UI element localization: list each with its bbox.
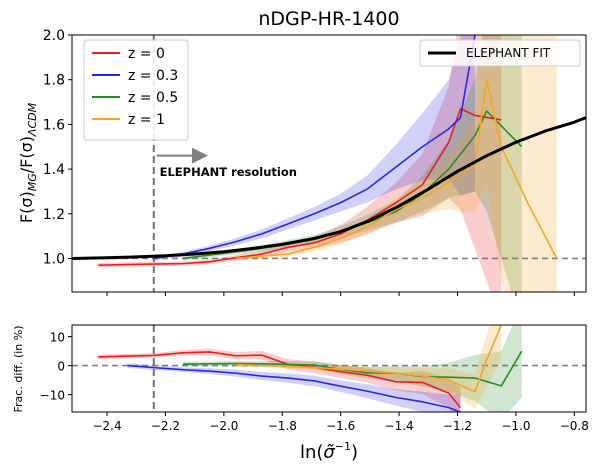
top-ytick-label-4: 1.8 <box>43 73 65 89</box>
legend-label-2: z = 0.5 <box>128 90 178 106</box>
top-y-axis-label: F(σ)MG/F(σ)ΛCDM <box>17 102 39 223</box>
top-series-line-4 <box>72 116 586 260</box>
bottom-band-0 <box>98 348 461 412</box>
top-series-line-3 <box>235 78 558 260</box>
top-ytick-label-0: 1.0 <box>43 251 65 267</box>
bottom-xtick-label-8: −0.8 <box>560 419 589 433</box>
bottom-series-line-2 <box>182 350 523 387</box>
bottom-xtick-label-1: −2.2 <box>151 419 180 433</box>
fit-legend-label: ELEPHANT FIT <box>466 46 551 60</box>
series-legend-box <box>83 39 189 141</box>
bottom-xtick-label-4: −1.6 <box>326 419 355 433</box>
bottom-y-axis-label: Frac. diff. (in %) <box>12 325 25 412</box>
legend-label-0: z = 0 <box>128 46 165 62</box>
bottom-plot: −10 0 10 −2.4 −2.2 −2.0 −1.8 −1.6 −1.4 −1.2 −1.0 −… <box>12 324 589 463</box>
bottom-band-2 <box>182 325 522 412</box>
top-band-3 <box>235 35 557 292</box>
bottom-xtick-label-2: −2.0 <box>209 419 238 433</box>
top-plot: 1.0 1.2 1.4 1.6 1.8 2.0 ELEPHANT resolution z… <box>17 28 587 296</box>
legend-label-1: z = 0.3 <box>128 68 178 84</box>
fit-legend-box <box>419 39 581 67</box>
resolution-annotation: ELEPHANT resolution <box>160 165 297 179</box>
bottom-plot-frame <box>71 324 587 413</box>
top-plot-frame <box>71 34 587 293</box>
bottom-band-3 <box>235 325 502 410</box>
bottom-band-1 <box>127 363 461 412</box>
bottom-xtick-label-5: −1.4 <box>385 419 414 433</box>
top-chart-title: nDGP-HR-1400 <box>258 8 399 30</box>
bottom-ytick-label-0: −10 <box>40 389 65 403</box>
series-legend: z = 0 z = 0.3 z = 0.5 z = 1 <box>83 39 189 141</box>
top-series-line-0 <box>98 107 502 266</box>
bottom-xtick-label-7: −1.0 <box>501 419 530 433</box>
bottom-series-line-3 <box>235 325 503 393</box>
top-ytick-label-3: 1.6 <box>43 117 65 133</box>
fit-legend: ELEPHANT FIT <box>419 39 581 67</box>
bottom-xtick-label-3: −1.8 <box>268 419 297 433</box>
x-axis-label: ln(σ̃−1) <box>300 440 358 463</box>
top-ytick-label-1: 1.2 <box>43 207 65 223</box>
legend-label-3: z = 1 <box>128 112 165 128</box>
bottom-xtick-label-6: −1.2 <box>443 419 472 433</box>
top-ytick-label-2: 1.4 <box>43 162 65 178</box>
bottom-series-line-1 <box>127 364 461 412</box>
bottom-ytick-label-1: 0 <box>57 360 65 374</box>
top-series-line-1 <box>153 35 476 260</box>
top-band-1 <box>153 35 476 261</box>
bottom-ytick-label-2: 10 <box>50 331 65 345</box>
top-ytick-label-5: 2.0 <box>43 28 65 44</box>
bottom-xtick-label-0: −2.4 <box>92 419 121 433</box>
